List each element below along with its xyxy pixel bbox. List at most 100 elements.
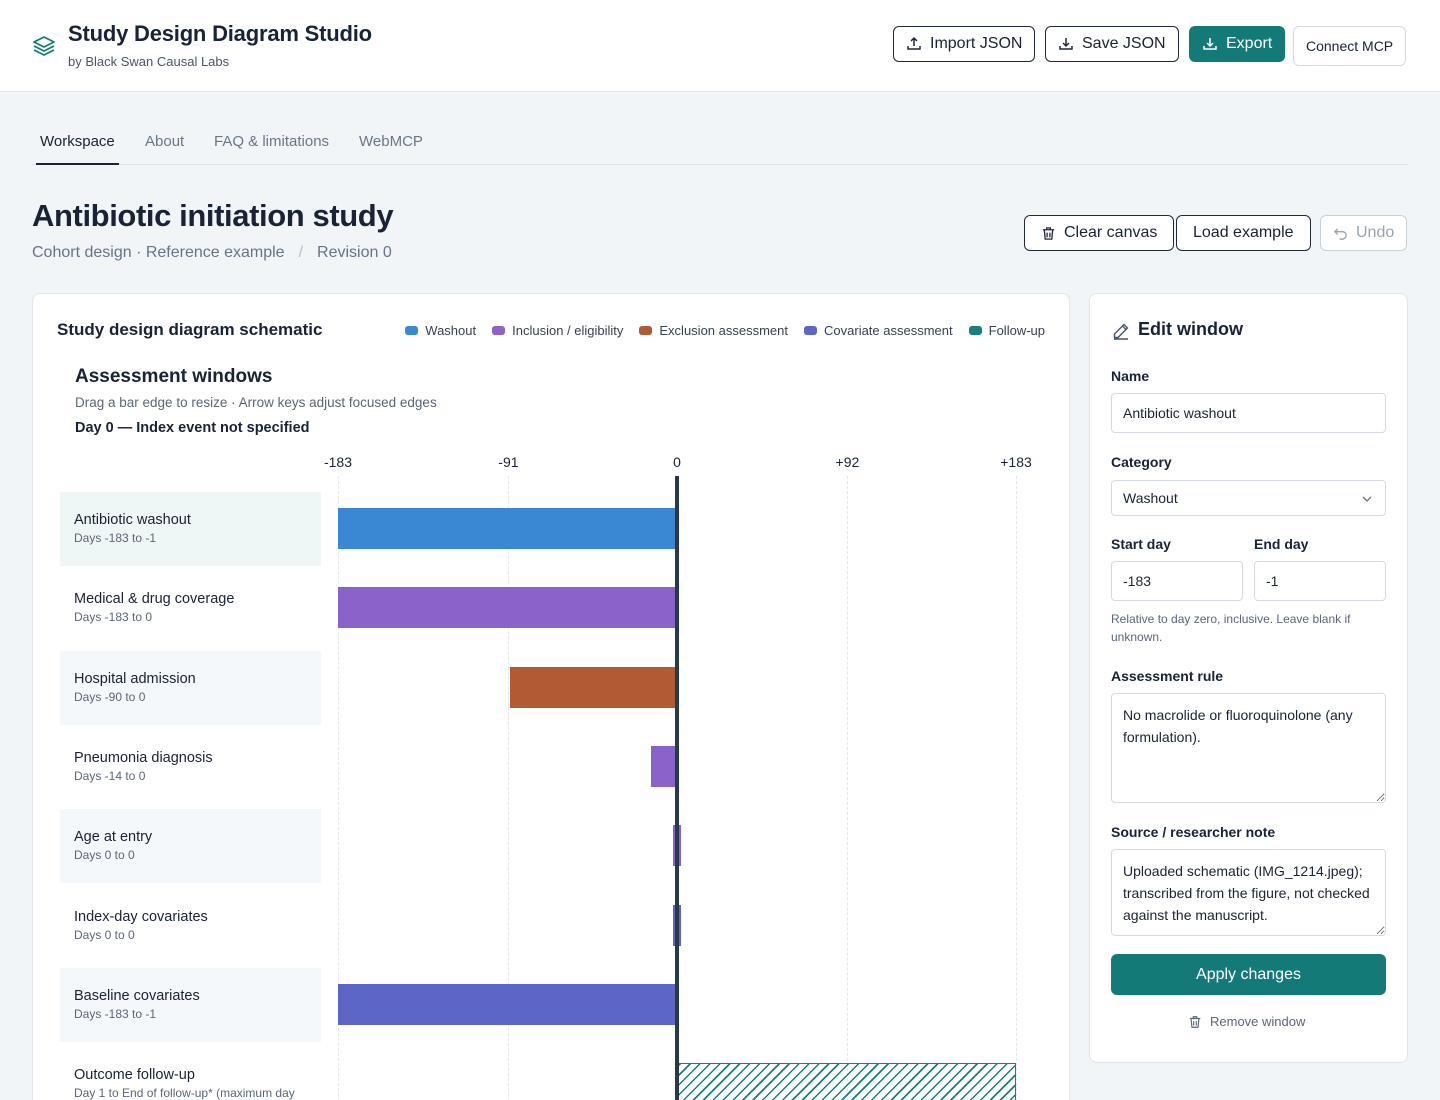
app-subtitle: by Black Swan Causal Labs — [68, 54, 230, 69]
export-label: Export — [1226, 35, 1273, 52]
legend-item-exclusion: Exclusion assessment — [639, 323, 788, 338]
window-bar[interactable] — [510, 666, 679, 708]
remove-window-label: Remove window — [1210, 1014, 1306, 1029]
gridline — [338, 476, 339, 1100]
tab-faq[interactable]: FAQ & limitations — [214, 133, 330, 150]
pencil-icon — [1113, 323, 1129, 340]
window-row[interactable]: Outcome follow-up Day 1 to End of follow-… — [60, 1047, 321, 1100]
category-value: Washout — [1123, 490, 1178, 506]
legend-item-washout: Washout — [405, 323, 476, 338]
download-icon — [1203, 38, 1217, 50]
save-json-button[interactable]: Save JSON — [1045, 26, 1179, 62]
window-row[interactable]: Antibiotic washout Days -183 to -1 — [60, 492, 321, 566]
window-bar[interactable] — [338, 508, 676, 549]
source-note-textarea[interactable]: Uploaded schematic (IMG_1214.jpeg); tran… — [1111, 849, 1386, 936]
legend-label: Inclusion / eligibility — [512, 323, 624, 338]
schematic-card: Study design diagram schematic Washout I… — [32, 293, 1070, 1100]
app-header: Study Design Diagram Studio by Black Swa… — [0, 0, 1440, 92]
legend-swatch — [639, 326, 653, 335]
connect-mcp-button[interactable]: Connect MCP — [1293, 26, 1407, 66]
breadcrumb-separator: / — [298, 244, 304, 261]
schematic-title: Study design diagram schematic — [57, 320, 323, 339]
legend-label: Washout — [425, 323, 477, 338]
window-row-name: Antibiotic washout — [74, 512, 191, 528]
clear-canvas-label: Clear canvas — [1064, 224, 1158, 241]
load-example-button[interactable]: Load example — [1176, 215, 1311, 251]
assessment-rule-textarea[interactable]: No macrolide or fluoroquinolone (any for… — [1111, 693, 1386, 803]
window-row[interactable]: Age at entry Days 0 to 0 — [60, 809, 321, 884]
window-row-days: Days -14 to 0 — [74, 768, 146, 783]
x-tick-label: +92 — [835, 454, 860, 470]
window-row[interactable]: Hospital admission Days -90 to 0 — [60, 650, 321, 725]
name-label: Name — [1111, 368, 1150, 384]
window-row[interactable]: Baseline covariates Days -183 to -1 — [60, 967, 321, 1042]
window-row-days: Days -183 to -1 — [74, 531, 157, 545]
window-row[interactable]: Pneumonia diagnosis Days -14 to 0 — [60, 730, 321, 804]
layers-logo-icon — [33, 36, 55, 56]
chart-legend: Washout Inclusion / eligibility Exclusio… — [405, 323, 1045, 338]
x-tick-label: +183 — [1000, 454, 1032, 470]
window-row-days: Days -90 to 0 — [74, 689, 146, 704]
tab-webmcp[interactable]: WebMCP — [359, 133, 423, 150]
name-input[interactable] — [1111, 393, 1386, 433]
apply-changes-button[interactable]: Apply changes — [1111, 954, 1386, 995]
window-row-days: Days -183 to -1 — [74, 1006, 157, 1021]
save-json-label: Save JSON — [1082, 35, 1166, 52]
window-row-name: Age at entry — [74, 829, 153, 846]
download-icon — [1059, 38, 1073, 50]
legend-item-inclusion: Inclusion / eligibility — [492, 323, 623, 338]
tab-about[interactable]: About — [145, 133, 185, 150]
day-help-text: Relative to day zero, inclusive. Leave b… — [1111, 612, 1351, 644]
day-zero-line — [675, 476, 679, 1100]
end-day-input[interactable] — [1254, 561, 1386, 601]
page-title: Antibiotic initiation study — [32, 198, 394, 233]
gridline — [508, 476, 510, 1100]
trash-icon — [1189, 1015, 1201, 1028]
legend-item-covariate: Covariate assessment — [804, 323, 953, 338]
remove-window-button[interactable]: Remove window — [1188, 1014, 1305, 1029]
tab-workspace[interactable]: Workspace — [40, 133, 115, 150]
window-bar[interactable] — [338, 983, 676, 1025]
window-row-name: Outcome follow-up — [74, 1067, 195, 1084]
window-row-name: Index-day covariates — [74, 908, 208, 925]
import-json-button[interactable]: Import JSON — [893, 26, 1036, 62]
day-zero-label: Day 0 — Index event not specified — [75, 420, 310, 436]
gridline — [847, 476, 849, 1100]
window-row-days: Days 0 to 0 — [74, 927, 135, 942]
x-tick-label: -183 — [323, 454, 353, 470]
window-bar[interactable] — [338, 587, 679, 629]
source-note-label: Source / researcher note — [1111, 824, 1276, 840]
revision-label: Revision 0 — [317, 244, 392, 261]
export-button[interactable]: Export — [1189, 26, 1286, 62]
legend-item-followup: Follow-up — [968, 323, 1045, 338]
x-tick-label: 0 — [673, 454, 681, 470]
upload-icon — [907, 36, 921, 50]
breadcrumb: Cohort design · Reference example / Revi… — [32, 244, 392, 262]
edit-window-panel: Edit window Name Category Washout Start … — [1089, 293, 1408, 1063]
undo-button[interactable]: Undo — [1320, 215, 1408, 251]
legend-swatch — [405, 326, 419, 335]
category-select[interactable]: Washout — [1111, 480, 1386, 516]
legend-swatch — [968, 326, 982, 335]
trash-icon — [1042, 226, 1055, 240]
study-design-label: Cohort design · Reference example — [32, 244, 285, 261]
window-row[interactable]: Medical & drug coverage Days -183 to 0 — [60, 571, 321, 645]
assessment-rule-label: Assessment rule — [1111, 668, 1224, 684]
clear-canvas-button[interactable]: Clear canvas — [1024, 215, 1175, 251]
window-bar[interactable] — [651, 745, 679, 787]
assessment-windows-title: Assessment windows — [75, 366, 273, 387]
window-bar[interactable] — [678, 1063, 1016, 1100]
legend-label: Exclusion assessment — [659, 323, 789, 338]
gridline — [1016, 476, 1017, 1100]
start-day-label: Start day — [1111, 536, 1171, 552]
import-json-label: Import JSON — [930, 35, 1023, 52]
window-row-name: Pneumonia diagnosis — [74, 749, 213, 766]
window-row-days: Days 0 to 0 — [74, 848, 135, 863]
category-label: Category — [1111, 454, 1172, 470]
window-row-name: Medical & drug coverage — [74, 591, 235, 608]
window-row[interactable]: Index-day covariates Days 0 to 0 — [60, 889, 321, 963]
start-day-input[interactable] — [1111, 561, 1243, 601]
connect-mcp-label: Connect MCP — [1306, 38, 1394, 54]
edit-window-title: Edit window — [1138, 319, 1243, 339]
window-row-name: Hospital admission — [74, 670, 196, 687]
